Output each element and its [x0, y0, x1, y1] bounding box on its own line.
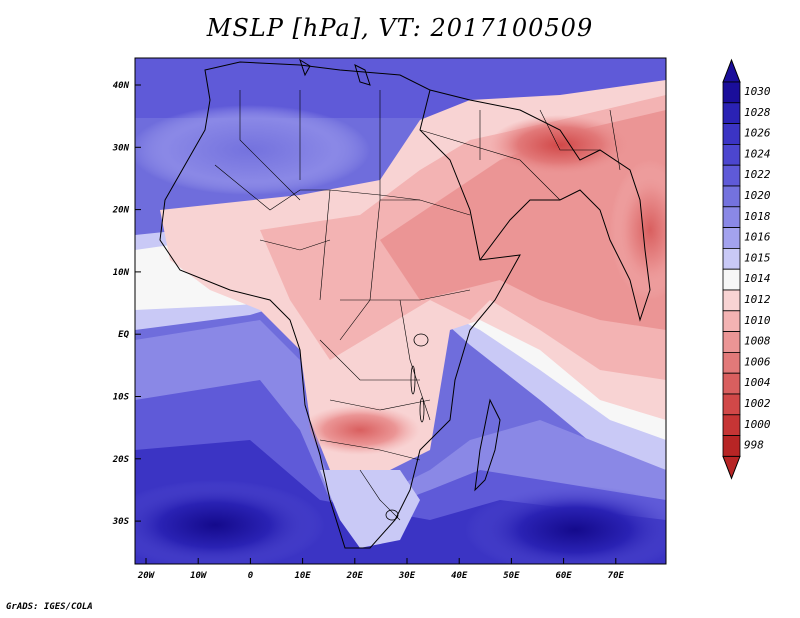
colorbar-label: 1014 [744, 272, 771, 285]
colorbar-swatch [722, 289, 741, 312]
lon-label: 40E [451, 571, 468, 581]
lat-label: 40N [113, 81, 130, 91]
colorbar-label: 1020 [744, 189, 771, 202]
colorbar-label: 1000 [744, 418, 771, 431]
colorbar-top-arrow [722, 58, 741, 83]
lon-label: 60E [555, 571, 572, 581]
colorbar-swatch [722, 393, 741, 416]
lat-label: 30N [112, 143, 130, 153]
colorbar-swatch [722, 351, 741, 374]
lon-label: 30E [398, 571, 416, 581]
colorbar-label: 1028 [744, 106, 771, 119]
colorbar-label: 998 [744, 439, 764, 452]
colorbar-label: 1024 [744, 147, 771, 160]
colorbar-label: 1018 [744, 210, 771, 223]
colorbar-swatch [722, 164, 741, 187]
longitude-axis: 20W 10W 0 10E 20E 30E 40E 50E 60E 70E [137, 558, 625, 581]
plot-frame [134, 57, 667, 565]
lat-label: EQ [118, 330, 129, 340]
colorbar-swatch [722, 81, 741, 104]
colorbar-swatch [722, 227, 741, 249]
colorbar-label: 1010 [744, 314, 771, 327]
lon-label: 10W [190, 571, 208, 581]
lat-label: 30S [112, 517, 130, 527]
lon-label: 0 [248, 571, 254, 581]
lat-label: 20S [112, 455, 130, 465]
lat-label: 10N [113, 268, 130, 278]
lon-label: 50E [503, 571, 520, 581]
lon-label: 70E [608, 571, 625, 581]
pressure-field [135, 58, 666, 564]
colorbar-swatch [722, 331, 741, 353]
lat-label: 10S [113, 393, 130, 403]
colorbar-swatch [722, 268, 741, 291]
colorbar-swatch [722, 123, 741, 145]
lon-label: 20E [346, 571, 364, 581]
map-title: MSLP [hPa], VT: 2017100509 [206, 14, 594, 42]
colorbar-swatch [722, 185, 741, 208]
colorbar-swatch [722, 206, 741, 229]
colorbar-swatch [722, 372, 741, 395]
colorbar-label: 1026 [744, 127, 771, 140]
colorbar-label: 1012 [744, 293, 771, 306]
colorbar-label: 1008 [744, 335, 771, 348]
colorbar-swatch [722, 143, 741, 166]
colorbar-swatch [722, 247, 741, 270]
colorbar-bottom-arrow [722, 455, 741, 480]
colorbar-swatch [722, 435, 741, 457]
lon-label: 20W [137, 571, 156, 581]
country-borders [214, 90, 621, 521]
colorbar-swatch [722, 102, 741, 125]
colorbar-swatch [722, 310, 741, 332]
colorbar-label: 1002 [744, 397, 771, 410]
colorbar: 1030 1028 1026 1024 1022 1020 1018 1016 1015 1014… [722, 58, 771, 480]
colorbar-label: 1022 [744, 168, 771, 181]
lon-label: 10E [294, 571, 311, 581]
lat-label: 20N [112, 206, 130, 216]
lakes [385, 333, 429, 521]
colorbar-label: 1004 [744, 376, 771, 389]
latitude-axis: 40N 30N 20N 10N EQ 10S 20S 30S [112, 81, 141, 527]
colorbar-label: 1015 [744, 251, 771, 264]
colorbar-label: 1030 [744, 85, 771, 98]
colorbar-label: 1016 [744, 231, 771, 244]
grads-credit: GrADS: IGES/COLA [6, 602, 93, 612]
colorbar-swatch [722, 414, 741, 436]
colorbar-label: 1006 [744, 355, 771, 368]
